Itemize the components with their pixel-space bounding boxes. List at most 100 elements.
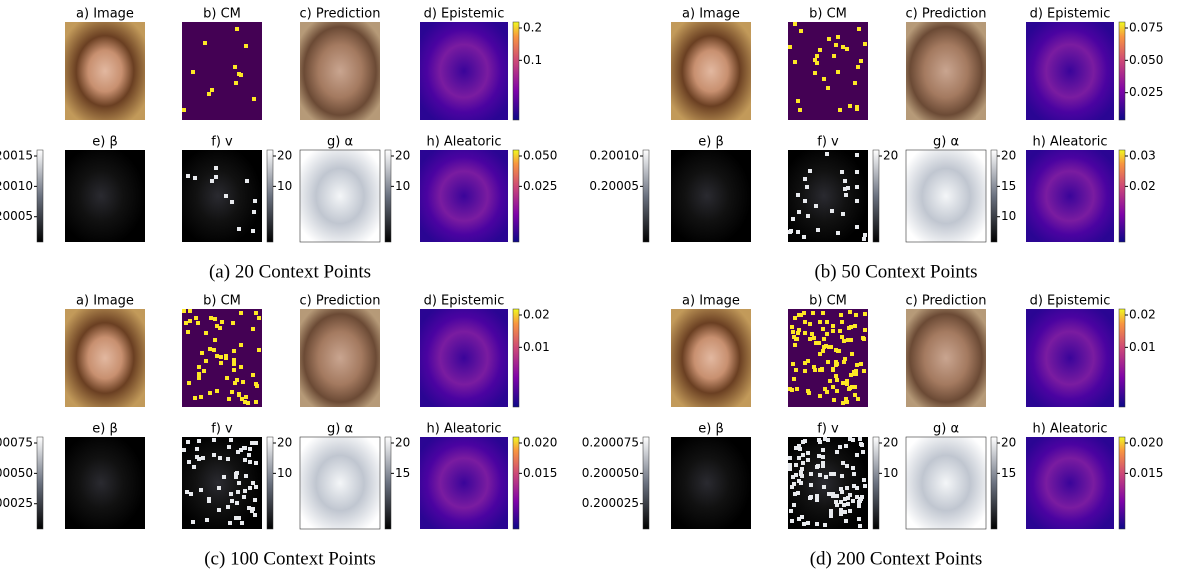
image [1026,437,1114,529]
context-pixel [832,472,836,476]
context-pixel [797,517,801,521]
context-point [818,368,822,372]
context-pixel [187,460,191,464]
colorbar-tick-label: 0.02 [1129,179,1156,193]
context-point [836,70,840,74]
colorbar-tick-label: 20 [883,149,898,163]
context-pixel [227,445,231,449]
context-pixel [242,495,246,499]
tile-title: f) v [817,422,839,437]
context-point [220,320,224,324]
image [182,150,262,242]
context-point [849,338,853,342]
context-point [813,368,817,372]
colorbar-tick-label: 20 [395,149,410,163]
context-point [806,359,810,363]
context-point [235,378,239,382]
tile-title: d) Epistemic [424,7,505,22]
context-pixel [859,442,863,446]
context-point [821,349,825,353]
context-point [204,359,208,363]
context-point [855,107,859,111]
image [671,22,751,120]
context-point [835,362,839,366]
context-pixel [788,467,792,471]
context-pixel [788,456,792,460]
context-point [847,387,851,391]
context-pixel [806,521,810,525]
context-pixel [851,466,855,470]
context-point [821,327,825,331]
context-pixel [827,492,831,496]
image [300,309,380,407]
context-pixel [791,217,795,221]
colorbar [643,437,649,529]
context-pixel [789,229,793,233]
context-pixel [803,199,807,203]
image [300,437,380,529]
context-pixel [797,456,801,460]
tile-title: c) Prediction [300,294,381,309]
context-point [839,313,843,317]
context-pixel [855,495,859,499]
context-point [832,398,836,402]
context-point [239,343,243,347]
tile-title: f) v [817,135,839,150]
context-point [818,48,822,52]
context-pixel [199,488,203,492]
context-pixel [839,487,843,491]
context-point [244,395,248,399]
image [65,437,145,529]
tile-title: e) β [698,135,724,150]
context-pixel [835,450,839,454]
colorbar-tick-label: 0.200050 [582,466,639,480]
context-pixel [799,481,803,485]
context-point [791,362,795,366]
context-point [796,99,800,103]
context-pixel [852,472,856,476]
context-point [197,372,201,376]
colorbar [267,437,273,529]
context-pixel [247,506,251,510]
context-pixel [186,440,190,444]
colorbar-tick-label: 0.20010 [589,149,639,163]
context-point [795,387,799,391]
context-point [831,385,835,389]
context-point [808,322,812,326]
image [906,22,986,120]
context-pixel [857,504,861,508]
context-point [845,47,849,51]
context-point [232,362,236,366]
context-point [803,331,807,335]
context-pixel [855,199,859,203]
context-pixel [243,489,247,493]
colorbar [513,22,519,120]
context-point [202,369,206,373]
context-pixel [843,187,847,191]
context-pixel [235,501,239,505]
context-pixel [248,486,252,490]
image [300,22,380,120]
context-pixel [823,437,827,441]
colorbar-tick-label: 0.025 [1129,85,1163,99]
context-point [254,382,258,386]
context-point [853,81,857,85]
context-point [182,309,186,313]
colorbar-tick-label: 0.200075 [582,436,639,450]
context-pixel [230,499,234,503]
context-pixel [797,210,801,214]
context-pixel [226,505,230,509]
context-point [203,41,207,45]
context-point [840,335,844,339]
context-point [835,389,839,393]
context-pixel [236,450,240,454]
context-point [239,365,243,369]
context-point [251,327,255,331]
context-point [812,336,816,340]
caption: (a) 20 Context Points [209,261,371,282]
context-pixel [802,522,806,526]
context-pixel [193,176,197,180]
tile-title: c) Prediction [906,7,987,22]
colorbar [873,150,879,242]
context-pixel [852,484,856,488]
